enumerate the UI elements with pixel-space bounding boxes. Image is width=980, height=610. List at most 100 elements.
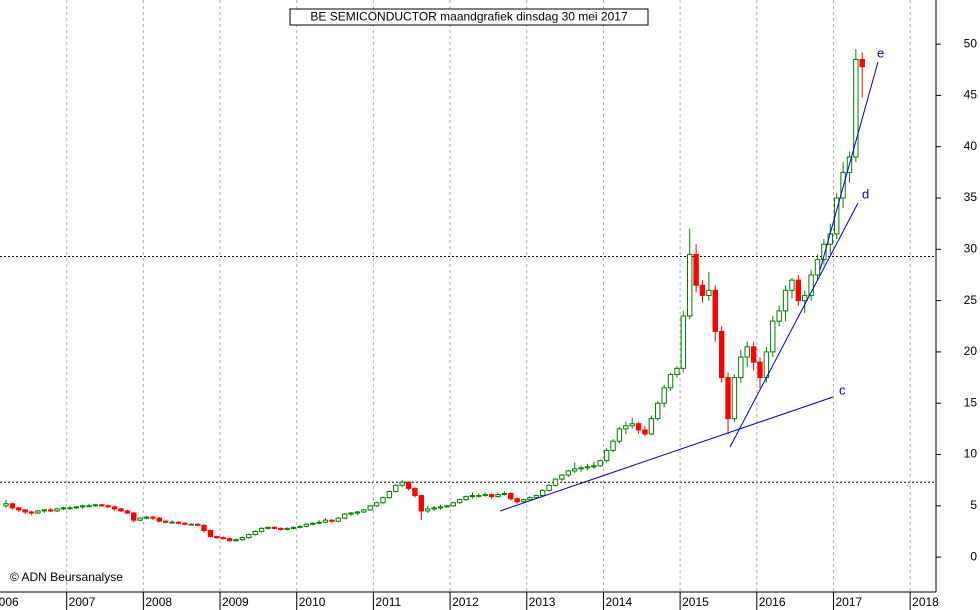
candle-body [559,474,565,480]
title-box [289,8,649,26]
candle-body [16,507,22,511]
candle-body [67,507,73,510]
candle-body [699,284,706,296]
candle-body [143,516,150,519]
x-tick-label: 2006 [0,595,19,609]
candle-body [233,539,239,542]
candle-body [316,521,322,524]
candle-body [367,505,373,511]
candle-body [450,502,456,507]
candle-body [776,310,782,322]
candle-body [303,523,310,527]
y-tick-label: 5 [970,498,977,512]
candle-body [41,509,48,512]
candle-body [175,521,182,524]
candle-body [718,330,725,379]
candle-body [252,530,258,536]
candle-body [821,243,827,261]
candle-body [297,525,303,528]
candle-body [182,522,188,525]
candle-body [393,484,399,492]
candle-body [476,495,482,497]
candle-body [655,402,661,420]
candle-body [9,503,16,509]
candle-body [137,517,143,521]
candle-body [508,493,514,500]
candle-body [425,508,431,512]
candle-body [667,373,674,389]
candle-body [265,526,271,529]
candle-body [226,538,233,542]
candle-body [488,494,495,498]
candle-body [354,511,361,514]
annotation: d [862,186,869,201]
candle-body [437,506,444,509]
x-tick-label: 2018 [912,595,939,609]
y-tick-label: 50 [964,36,978,50]
candle-body [341,513,348,519]
candle-body [322,519,329,523]
x-tick-label: 2017 [835,595,862,609]
candle-body [329,519,335,522]
candle-body [514,498,520,503]
trend-line-c [499,396,834,512]
candle-body [623,425,629,430]
candle-body [770,320,776,353]
candle-body [150,516,156,519]
candle-body [201,524,207,531]
candle-body [833,197,840,235]
x-tick-label: 2013 [529,595,556,609]
candle-body [54,508,60,512]
candle-body [309,522,316,525]
candle-body [284,527,290,530]
candle-body [648,418,655,435]
candle-body [840,171,846,199]
candle-body [808,274,814,296]
candle-body [418,495,425,512]
candle-body [578,467,584,470]
candle-body [616,428,623,442]
x-tick-label: 2011 [375,595,401,609]
candle-body [207,529,214,538]
candle-body [444,505,450,508]
y-tick-label: 20 [964,344,978,358]
candle-body [22,509,28,513]
candle-body [527,497,533,501]
candle-body [35,510,41,514]
annotation: c [839,382,846,397]
candle-body [111,506,118,510]
candle-body [744,346,750,358]
y-tick-label: 10 [964,447,978,461]
candle-body [814,259,821,276]
candle-body [194,523,201,526]
candle-body [469,495,476,498]
candle-body [635,423,642,431]
candle-body [603,449,610,462]
candle-body [405,481,412,489]
candle-body [86,505,92,508]
candle-body [246,534,252,539]
candle-body [584,466,591,469]
y-tick-label: 45 [964,88,978,102]
candle-body [629,423,635,427]
candle-body [399,481,405,486]
candle-body [3,503,9,507]
candle-body [188,523,194,526]
candle-body [482,494,488,497]
candle-body [335,517,341,522]
candle-body [380,497,386,504]
credit: © ADN Beursanalyse [10,570,123,584]
candle-body [661,387,667,404]
x-tick-label: 2007 [69,595,96,609]
candle-body [642,429,648,435]
candle-body [565,470,571,476]
candle-body [105,505,111,508]
candle-body [546,484,552,491]
candle-body [757,361,763,379]
candle-body [79,505,86,508]
candle-body [789,279,795,291]
candle-body [169,521,175,524]
candle-body [687,253,693,317]
